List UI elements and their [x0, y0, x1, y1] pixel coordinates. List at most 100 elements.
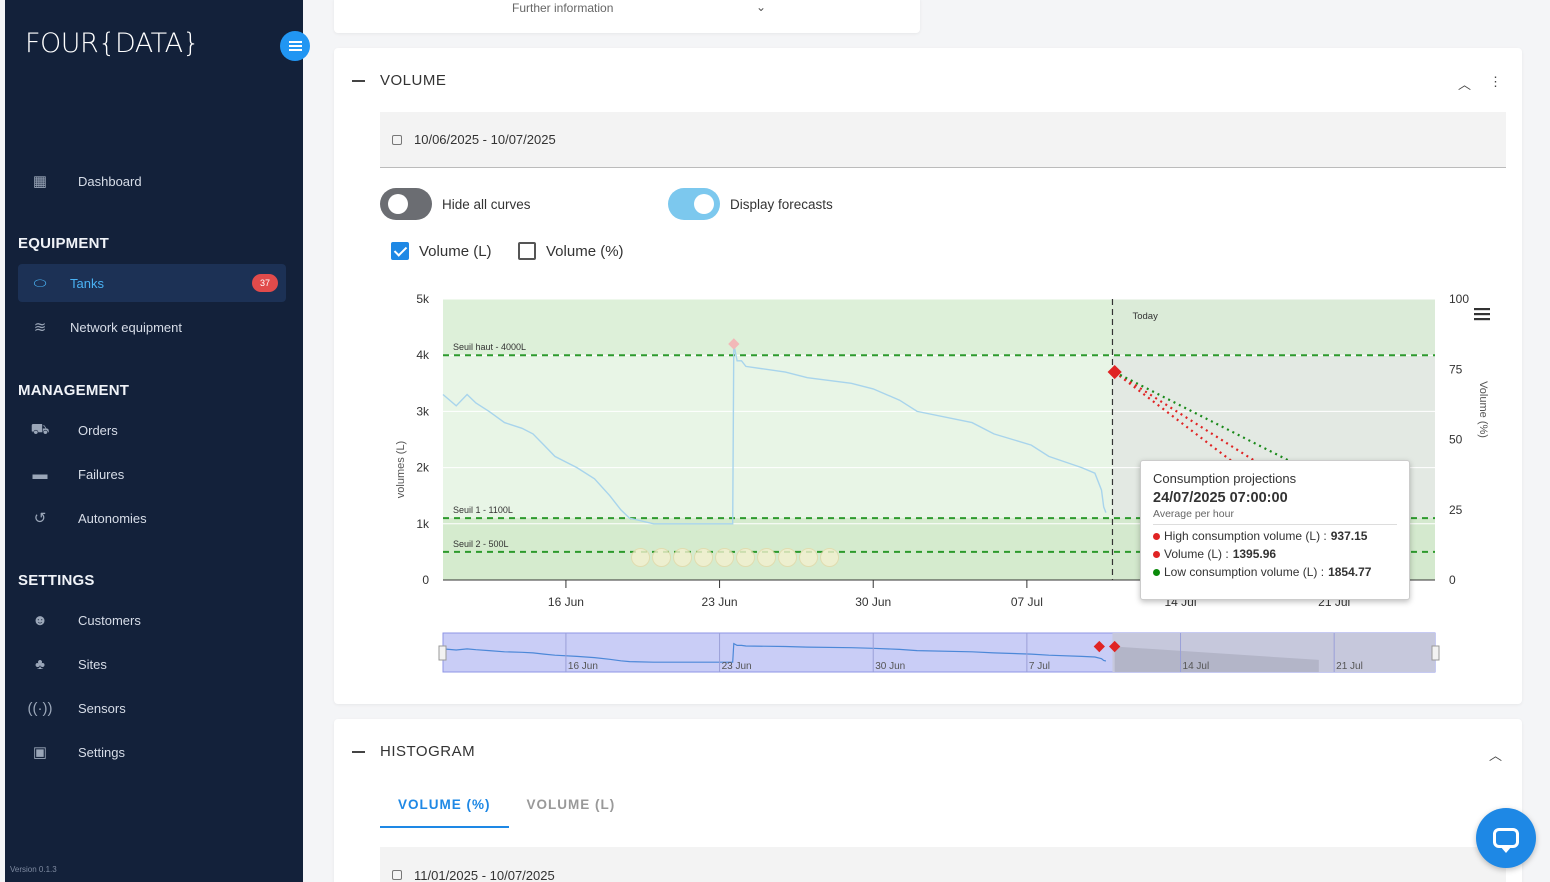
sensor-icon: ((·))	[27, 699, 53, 717]
chevron-up-icon[interactable]: ︿	[1457, 77, 1471, 92]
collapse-minus-icon[interactable]	[352, 79, 365, 82]
sidebar-item-orders[interactable]: ⛟ Orders	[18, 411, 286, 449]
tooltip-row-label: Low consumption volume (L) :	[1164, 565, 1325, 579]
y2-tick-label: 50	[1449, 433, 1463, 447]
hide-all-curves-toggle[interactable]: Hide all curves	[380, 188, 531, 220]
refill-event-marker	[799, 548, 819, 568]
menu-toggle-button[interactable]	[280, 31, 310, 61]
sidebar-item-settings[interactable]: ▣ Settings	[18, 733, 286, 771]
histogram-tabs: VOLUME (%) VOLUME (L)	[380, 783, 633, 828]
navigator-tick-label: 30 Jun	[875, 661, 905, 672]
refill-event-marker	[736, 548, 756, 568]
volume-l-checkbox[interactable]: Volume (L)	[391, 242, 492, 260]
menu-icon-bar	[1474, 318, 1490, 321]
navigator-series	[442, 642, 1107, 663]
histogram-card-header: HISTOGRAM	[352, 743, 475, 760]
histogram-title: HISTOGRAM	[380, 743, 476, 760]
sidebar-item-dashboard[interactable]: ▦ Dashboard	[18, 162, 286, 200]
further-information-panel[interactable]: Further information ⌄	[334, 0, 920, 33]
volume-date-range: 10/06/2025 - 10/07/2025	[414, 132, 556, 147]
refill-event-marker	[715, 548, 735, 568]
tooltip-row-label: Volume (L) :	[1164, 547, 1229, 561]
green-dot-icon	[1153, 568, 1160, 576]
y2-tick-label: 75	[1449, 362, 1463, 376]
section-settings: SETTINGS	[18, 572, 95, 589]
collapse-minus-icon[interactable]	[352, 750, 365, 753]
volume-l-checkbox-label: Volume (L)	[419, 242, 492, 260]
today-label: Today	[1132, 311, 1158, 322]
chat-button[interactable]	[1476, 808, 1536, 868]
x-tick-label: 23 Jun	[702, 595, 738, 609]
y-axis-title: volumes (L)	[395, 441, 407, 498]
navigator-tick-label: 14 Jul	[1183, 661, 1210, 672]
sidebar-item-label: Orders	[78, 422, 118, 438]
y-tick-label: 4k	[416, 348, 430, 362]
history-icon: ↺	[33, 510, 47, 527]
volume-pct-checkbox-label: Volume (%)	[546, 242, 624, 260]
hide-all-curves-label: Hide all curves	[442, 196, 531, 212]
display-forecasts-switch[interactable]	[668, 188, 720, 220]
threshold-label: Seuil 2 - 500L	[453, 539, 509, 549]
tab-volume-l[interactable]: VOLUME (L)	[526, 797, 616, 812]
menu-icon-bar	[1474, 308, 1490, 311]
more-vertical-icon[interactable]: ⋮	[1489, 74, 1502, 89]
histogram-date-range-field[interactable]: 11/01/2025 - 10/07/2025	[380, 847, 1506, 882]
sidebar: FOUR{DATA} ▦ Dashboard EQUIPMENT ⬭ Tanks…	[5, 0, 303, 882]
x-tick-label: 16 Jun	[548, 595, 584, 609]
checkbox-unchecked-icon[interactable]	[518, 242, 536, 260]
sites-icon: ♣	[35, 655, 45, 673]
sidebar-item-label: Tanks	[70, 275, 104, 291]
display-forecasts-label: Display forecasts	[730, 196, 833, 212]
sidebar-item-customers[interactable]: ☻ Customers	[18, 601, 286, 639]
sidebar-item-sites[interactable]: ♣ Sites	[18, 645, 286, 683]
sidebar-item-autonomies[interactable]: ↺ Autonomies	[18, 499, 286, 537]
volume-date-range-field[interactable]: 10/06/2025 - 10/07/2025	[380, 112, 1506, 168]
sidebar-item-sensors[interactable]: ((·)) Sensors	[18, 689, 286, 727]
navigator-handle-right	[1431, 645, 1440, 661]
menu-icon-bar	[288, 45, 302, 47]
histogram-header-actions: ︿	[1489, 745, 1502, 764]
refill-event-marker	[652, 548, 672, 568]
menu-icon-bar	[288, 41, 302, 43]
high-zone	[443, 299, 1435, 356]
tooltip-datetime: 24/07/2025 07:00:00	[1153, 490, 1288, 506]
navigator-marker	[1093, 640, 1105, 653]
volume-card: VOLUME ︿ ⋮ 10/06/2025 - 10/07/2025 Hide …	[334, 48, 1522, 704]
y-tick-label: 3k	[416, 404, 430, 418]
chat-bubble-icon	[1493, 828, 1519, 853]
tooltip-row-value: 1854.77	[1328, 565, 1372, 579]
tooltip-row-volume: Volume (L) : 1395.96	[1153, 547, 1397, 561]
y2-tick-label: 100	[1449, 292, 1469, 306]
calendar-icon	[392, 870, 402, 880]
y-tick-label: 5k	[416, 292, 430, 306]
tab-volume-pct[interactable]: VOLUME (%)	[380, 783, 509, 828]
volume-card-header: VOLUME	[352, 72, 446, 89]
volume-title: VOLUME	[380, 72, 447, 89]
hide-all-curves-switch[interactable]	[380, 188, 432, 220]
sidebar-item-label: Autonomies	[78, 510, 147, 526]
volume-pct-checkbox[interactable]: Volume (%)	[518, 242, 624, 260]
sidebar-item-label: Failures	[78, 466, 125, 482]
chevron-up-icon[interactable]: ︿	[1488, 748, 1502, 763]
checkbox-checked-icon[interactable]	[391, 242, 409, 260]
truck-icon: ⛟	[30, 420, 50, 438]
sidebar-item-failures[interactable]: ▬ Failures	[18, 455, 286, 493]
chevron-down-icon[interactable]: ⌄	[756, 0, 767, 14]
red-dot-icon	[1153, 550, 1160, 558]
section-management: MANAGEMENT	[18, 382, 130, 399]
sidebar-item-tanks[interactable]: ⬭ Tanks 37	[18, 264, 286, 302]
sidebar-item-network-equipment[interactable]: ≋ Network equipment	[18, 308, 286, 346]
refill-marker	[728, 338, 740, 350]
y2-tick-label: 0	[1449, 573, 1456, 587]
histogram-card: HISTOGRAM ︿ VOLUME (%) VOLUME (L) 11/01/…	[334, 719, 1522, 882]
forecast-series-line	[1114, 371, 1320, 529]
tooltip-row-label: High consumption volume (L) :	[1164, 529, 1327, 543]
display-forecasts-toggle[interactable]: Display forecasts	[668, 188, 833, 220]
refill-event-marker	[778, 548, 798, 568]
tooltip-row-value: 937.15	[1330, 529, 1368, 543]
sidebar-item-label: Settings	[78, 744, 125, 760]
y-tick-label: 1k	[416, 517, 430, 531]
y2-axis-title: Volume (%)	[1477, 381, 1489, 438]
app-logo[interactable]: FOUR{DATA}	[25, 28, 200, 59]
refill-event-marker	[673, 548, 693, 568]
